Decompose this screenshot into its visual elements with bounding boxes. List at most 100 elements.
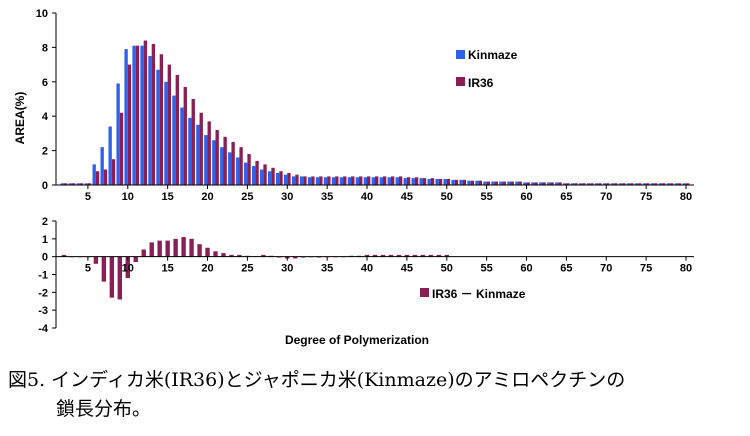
top-bar-ir36 [303, 176, 307, 185]
bottom-bar-diff [149, 242, 154, 257]
top-bar-ir36 [654, 183, 658, 185]
bottom-bar-diff [165, 240, 170, 257]
top-bar-ir36 [502, 181, 506, 185]
top-bar-ir36 [239, 147, 243, 185]
bottom-bar-diff [261, 254, 266, 257]
top-bar-kinmaze [579, 183, 583, 185]
top-bar-kinmaze [339, 177, 344, 185]
bottom-bar-diff [412, 254, 418, 257]
bottom-x-tick-label: 20 [201, 263, 213, 275]
bottom-bar-diff [197, 244, 202, 257]
top-bar-kinmaze [387, 177, 391, 185]
top-bar-kinmaze [499, 181, 503, 185]
top-bar-ir36 [438, 178, 443, 185]
top-bar-kinmaze [634, 183, 639, 185]
legend-label-difference: IR36 － Kinmaze [432, 287, 526, 301]
bottom-bar-diff [372, 254, 378, 257]
bottom-x-tick-label: 50 [441, 263, 453, 275]
top-y-tick-label: 0 [42, 180, 48, 192]
top-x-tick-label: 20 [201, 191, 213, 203]
top-bar-kinmaze [140, 45, 144, 186]
top-bar-ir36 [119, 112, 124, 185]
top-bar-ir36 [167, 64, 171, 185]
bottom-x-tick-label: 5 [85, 263, 91, 275]
bottom-bar-diff [141, 249, 146, 257]
top-x-tick-label: 55 [481, 191, 493, 203]
top-bar-kinmaze [491, 181, 495, 185]
top-bar-kinmaze [547, 182, 551, 185]
top-bar-kinmaze [411, 178, 415, 185]
top-bar-kinmaze [435, 178, 439, 185]
top-bar-kinmaze [451, 179, 455, 185]
top-bar-ir36 [263, 164, 267, 185]
top-bar-ir36 [143, 40, 148, 185]
top-bar-ir36 [175, 74, 179, 185]
top-bar-kinmaze [515, 181, 519, 185]
top-bar-ir36 [678, 183, 682, 185]
top-bar-ir36 [247, 154, 251, 185]
top-bar-kinmaze [188, 117, 192, 185]
top-bar-kinmaze [275, 172, 280, 185]
top-bar-ir36 [550, 182, 554, 185]
top-bar-ir36 [95, 171, 100, 185]
top-bar-ir36 [127, 64, 132, 185]
top-bar-kinmaze [371, 177, 375, 185]
bottom-bar-diff [388, 254, 394, 257]
top-bar-ir36 [351, 176, 355, 185]
bottom-bar-diff [428, 254, 434, 257]
top-bar-kinmaze [68, 183, 72, 185]
top-bar-kinmaze [212, 140, 216, 185]
top-bar-kinmaze [124, 49, 128, 186]
top-bar-ir36 [207, 121, 211, 185]
top-bar-kinmaze [626, 183, 631, 185]
top-x-tick-label: 45 [401, 191, 413, 203]
top-bar-ir36 [231, 142, 235, 185]
top-bar-ir36 [582, 183, 586, 185]
top-bar-kinmaze [84, 183, 88, 185]
legend-label-ir36: IR36 [468, 76, 494, 90]
top-bar-kinmaze [244, 162, 248, 185]
bottom-x-tick-label: 65 [560, 263, 572, 275]
top-bar-ir36 [446, 178, 451, 185]
caption-line-1: 図5. インディカ米(IR36)とジャポニカ米(Kinmaze)のアミロペクチン… [8, 369, 626, 391]
top-bar-kinmaze [60, 183, 64, 185]
top-bar-kinmaze [666, 183, 671, 185]
bottom-y-tick-label: -1 [38, 270, 48, 282]
top-x-tick-label: 15 [162, 191, 174, 203]
bottom-bar-diff [380, 254, 386, 257]
top-bar-ir36 [510, 181, 514, 185]
bottom-x-tick-label: 75 [640, 263, 652, 275]
top-bar-ir36 [574, 183, 578, 185]
top-bar-ir36 [255, 160, 259, 185]
top-bar-ir36 [670, 183, 674, 185]
top-bar-ir36 [87, 183, 92, 185]
bottom-y-tick-label: 2 [42, 216, 48, 228]
bottom-bar-diff [404, 254, 410, 257]
top-bar-ir36 [526, 182, 530, 185]
top-bar-kinmaze [642, 183, 647, 185]
top-bar-kinmaze [531, 182, 535, 185]
bottom-bar-diff [396, 254, 402, 257]
top-bar-ir36 [343, 176, 347, 185]
top-bar-kinmaze [571, 183, 575, 185]
top-x-tick-label: 35 [321, 191, 333, 203]
bottom-bar-diff [61, 254, 67, 257]
top-bar-ir36 [518, 181, 522, 185]
top-bar-kinmaze [172, 95, 176, 185]
bottom-x-tick-label: 10 [122, 263, 134, 275]
top-x-tick-label: 70 [600, 191, 612, 203]
bottom-bar-diff [125, 256, 130, 279]
top-bar-kinmaze [523, 182, 527, 185]
bottom-bar-diff [229, 254, 234, 257]
bottom-bar-diff [364, 254, 370, 257]
top-bar-ir36 [630, 183, 634, 185]
bottom-bar-diff [205, 247, 210, 257]
bottom-bar-diff [93, 256, 99, 264]
top-bar-ir36 [63, 183, 68, 185]
bottom-x-tick-label: 15 [162, 263, 174, 275]
top-y-tick-label: 8 [42, 42, 48, 54]
top-bar-ir36 [414, 177, 419, 185]
top-bar-ir36 [470, 180, 475, 185]
top-bar-ir36 [367, 176, 371, 185]
top-bar-kinmaze [555, 182, 559, 185]
